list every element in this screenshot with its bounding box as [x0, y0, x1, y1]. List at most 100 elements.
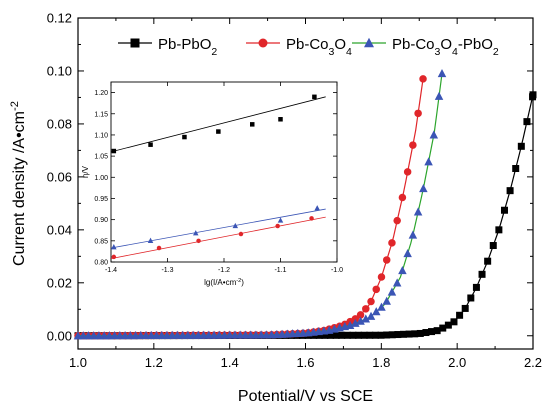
y-tick-label: 0.02: [47, 275, 72, 290]
data-point: [419, 184, 428, 193]
data-point: [332, 331, 340, 339]
x-tick-label: 1.2: [145, 355, 163, 370]
data-point: [372, 285, 381, 294]
data-point: [388, 331, 396, 339]
inset-data-point: [312, 94, 317, 100]
legend-label: Pb-Co3O4: [286, 36, 352, 58]
data-point: [416, 329, 424, 337]
data-point: [437, 69, 447, 78]
inset-fit-line: [110, 216, 326, 260]
inset-fit-line: [110, 208, 326, 249]
data-point: [382, 296, 391, 305]
data-point: [338, 331, 346, 339]
inset-y-tick-label: 0.90: [94, 217, 108, 224]
data-point: [321, 331, 329, 339]
inset-y-tick-label: 0.95: [94, 196, 108, 203]
data-point: [355, 331, 363, 339]
data-point: [413, 207, 423, 216]
y-tick-label: 0.00: [47, 328, 72, 343]
inset-plot: -1.4 -1.3 -1.2 -1.1 -1.0 0.80 0.85 0.90 0.95 1.00…: [81, 81, 343, 287]
inset-data-point: [232, 222, 239, 229]
data-point: [450, 318, 458, 326]
x-axis-title: Potential/V vs SCE: [238, 388, 373, 405]
data-point: [408, 230, 418, 239]
data-point: [398, 193, 407, 202]
inset-data-point: [148, 142, 153, 147]
data-point: [434, 91, 444, 100]
data-point: [422, 329, 430, 337]
inset-data-point: [250, 122, 255, 127]
inset-data-point: [278, 117, 283, 122]
data-point: [517, 142, 525, 150]
inset-y-tick-label: 0.85: [94, 238, 108, 245]
data-point: [506, 187, 514, 195]
data-point: [356, 311, 365, 319]
data-point: [500, 206, 508, 214]
inset-data-point: [275, 223, 280, 229]
data-point: [383, 331, 391, 339]
data-point: [489, 242, 497, 250]
legend: Pb-PbO2 Pb-Co3O4 Pb-Co3O4-PbO2: [118, 36, 499, 58]
legend-label: Pb-Co3O4-PbO2: [392, 36, 499, 58]
legend-marker: [258, 38, 268, 48]
data-point: [414, 109, 422, 118]
inset-x-tick-label: -1.0: [331, 267, 343, 274]
inset-data-point: [193, 230, 199, 236]
data-point: [356, 316, 365, 325]
data-point: [444, 321, 452, 329]
data-point: [478, 270, 486, 278]
inset-data-point: [147, 237, 154, 243]
data-point: [439, 324, 447, 332]
inset-y-tick-label: 1.20: [94, 90, 108, 97]
data-point: [351, 318, 360, 327]
inset-x-axis-title: lg(I/A•cm-2): [204, 278, 244, 287]
x-tick-label: 1.4: [221, 355, 239, 370]
data-point: [361, 314, 371, 323]
data-point: [399, 330, 407, 338]
inset-y-tick-label: 0.80: [94, 260, 108, 267]
inset-data-point: [238, 231, 244, 237]
inset-data-point: [309, 216, 314, 221]
data-point: [377, 273, 386, 281]
data-point: [405, 330, 413, 338]
inset-data-point: [111, 244, 117, 250]
data-point: [523, 118, 531, 126]
inset-series-1: [110, 216, 326, 260]
data-point: [367, 297, 375, 306]
inset-x-tick-label: -1.3: [161, 267, 173, 274]
inset-data-point: [314, 205, 320, 211]
legend-item: Pb-Co3O4-PbO2: [352, 36, 499, 58]
data-point: [409, 141, 417, 149]
x-tick-label: 1.8: [372, 355, 390, 370]
legend-marker: [130, 38, 140, 48]
series-2: [73, 69, 447, 340]
data-point: [495, 226, 503, 234]
y-tick-label: 0.04: [47, 222, 72, 237]
inset-y-tick-label: 1.15: [94, 111, 108, 118]
y-tick-label: 0.10: [47, 63, 72, 78]
data-point: [366, 311, 376, 320]
data-point: [377, 302, 386, 311]
data-point: [398, 266, 407, 275]
data-point: [315, 331, 323, 339]
inset-frame: [110, 81, 338, 263]
data-point: [461, 304, 469, 312]
inset-y-axis-title: η/V: [81, 165, 90, 178]
data-point: [403, 168, 412, 176]
x-tick-label: 2.2: [524, 355, 542, 370]
data-point: [362, 305, 370, 313]
inset-fit-line: [110, 96, 326, 153]
data-point: [411, 330, 419, 338]
inset-x-tick-label: -1.1: [274, 267, 286, 274]
y-axis-title: Current density /A•cm-2: [9, 101, 28, 266]
inset-data-point: [111, 254, 117, 260]
inset-y-tick-label: 1.10: [94, 132, 108, 139]
data-point: [377, 331, 385, 339]
inset-x-tick-label: -1.2: [218, 267, 230, 274]
data-point: [366, 331, 374, 339]
data-point: [512, 165, 520, 173]
data-point: [419, 75, 427, 83]
y-tick-label: 0.12: [47, 11, 72, 26]
